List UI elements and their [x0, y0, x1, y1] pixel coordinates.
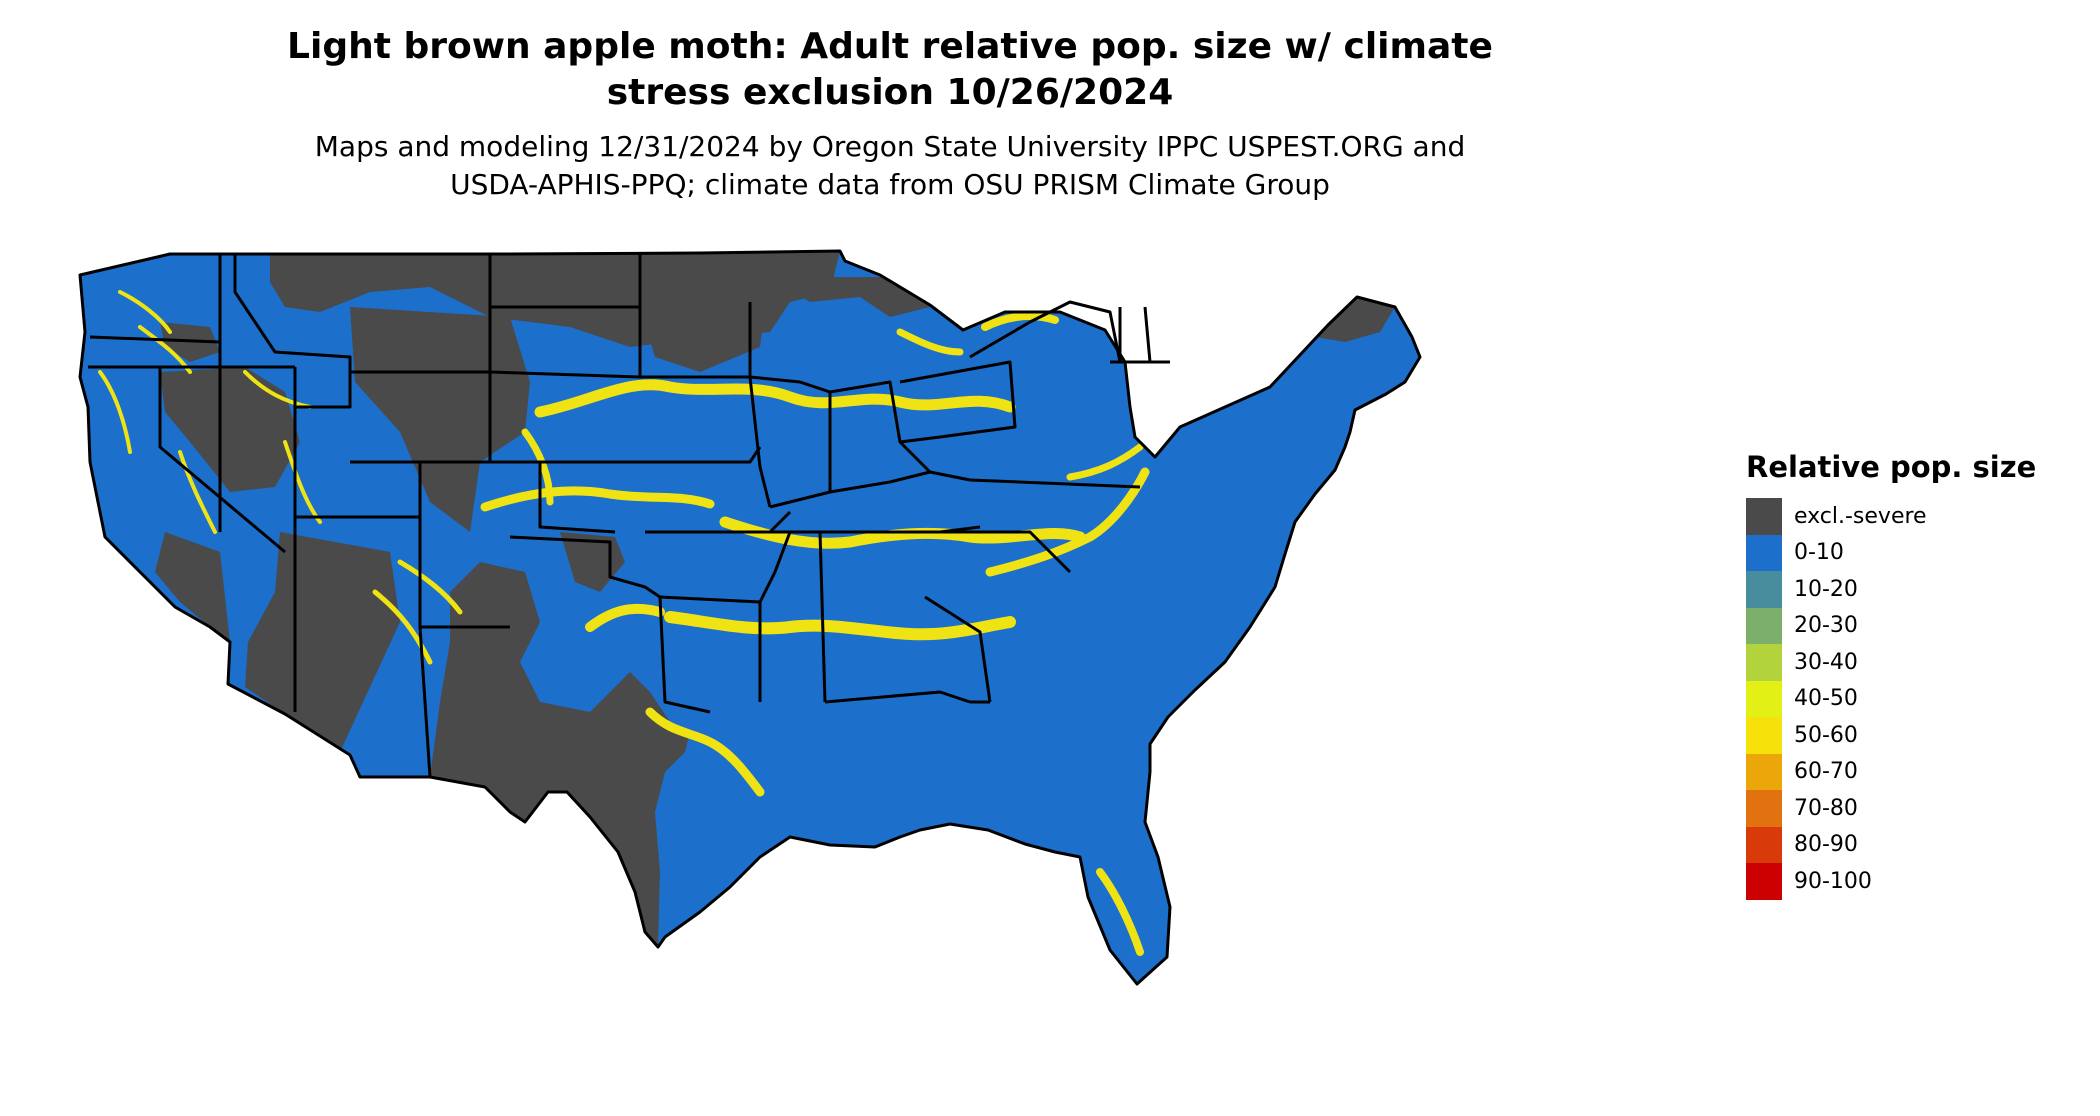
legend-item-excl-severe: excl.-severe	[1746, 498, 2036, 535]
border-oh	[829, 380, 932, 474]
legend-label: 20-30	[1794, 613, 1858, 639]
border-sd-ne	[489, 370, 641, 379]
border-wa-or	[89, 335, 221, 344]
band-arizona	[372, 559, 463, 665]
border-ga-sc	[924, 595, 992, 703]
legend-label: 50-60	[1794, 722, 1858, 748]
excluded-great-basin	[160, 367, 300, 492]
legend-item-30-40: 30-40	[1746, 644, 2036, 681]
legend-item-20-30: 20-30	[1746, 607, 2036, 644]
band-plains	[480, 486, 715, 512]
map-subtitle-line-1: Maps and modeling 12/31/2024 by Oregon S…	[314, 130, 1466, 163]
band-central	[534, 379, 1016, 418]
excluded-southwest	[245, 532, 400, 752]
border-ok-tx	[509, 535, 661, 599]
band-idaho	[243, 370, 312, 409]
border-il-in	[748, 376, 832, 508]
legend-swatch	[1746, 826, 1782, 863]
border-ca-nv	[158, 367, 286, 554]
legend-label: 80-90	[1794, 832, 1858, 858]
border-va-nc	[969, 478, 1141, 489]
border-ga-fl	[824, 690, 990, 704]
legend-swatch	[1746, 680, 1782, 717]
border-ny	[969, 300, 1122, 363]
band-gulf	[664, 611, 1016, 641]
excluded-dakotas	[630, 272, 770, 372]
legend-label: 10-20	[1794, 576, 1858, 602]
border-mn-ia	[638, 252, 750, 379]
legend-item-80-90: 80-90	[1746, 826, 2036, 863]
border-ms-al	[758, 531, 827, 703]
legend-item-70-80: 70-80	[1746, 790, 2036, 827]
band-wisconsin	[896, 328, 964, 356]
legend-swatch	[1746, 498, 1782, 535]
border-ks-ok	[538, 462, 616, 534]
map-title: Light brown apple moth: Adult relative p…	[170, 24, 1610, 116]
legend-item-90-100: 90-100	[1746, 863, 2036, 900]
legend-label: 90-100	[1794, 868, 1872, 894]
legend-item-60-70: 60-70	[1746, 753, 2036, 790]
legend-swatch	[1746, 753, 1782, 790]
legend-label: 0-10	[1794, 540, 1844, 566]
legend-title: Relative pop. size	[1746, 450, 2037, 484]
border-ut-wy	[295, 370, 490, 409]
excluded-wyoming-colorado	[350, 307, 530, 532]
state-borders	[78, 249, 1422, 986]
legend-swatch	[1746, 790, 1782, 827]
band-texas-coast	[645, 707, 765, 797]
legend-item-0-10: 0-10	[1746, 534, 2036, 571]
band-michigan	[981, 312, 1059, 331]
excluded-west-texas	[430, 562, 690, 947]
border-ky	[769, 470, 971, 509]
legend-swatch	[1746, 717, 1782, 754]
border-id-mt	[233, 254, 352, 372]
legend-label: 30-40	[1794, 649, 1858, 675]
border-pa	[899, 360, 1017, 444]
band-texas	[585, 603, 665, 632]
legend-swatch	[1746, 607, 1782, 644]
band-colorado-front	[521, 428, 554, 506]
legend-swatch	[1746, 571, 1782, 608]
legend-label: 60-70	[1794, 759, 1858, 785]
excluded-adirondacks	[1240, 317, 1285, 362]
legend-label: 70-80	[1794, 795, 1858, 821]
band-new-york	[1146, 320, 1304, 371]
border-la-tx	[658, 596, 711, 714]
excluded-upper-midwest	[770, 277, 930, 317]
map-subtitle-line-2: USDA-APHIS-PPQ; climate data from OSU PR…	[450, 168, 1330, 201]
border-nc-sc	[940, 530, 1072, 574]
legend-swatch	[1746, 644, 1782, 681]
legend-items: excl.-severe 0-10 10-20 20-30 30-40 40-5…	[1746, 498, 2036, 900]
us-map	[78, 249, 1422, 986]
legend-label: excl.-severe	[1794, 503, 1927, 529]
legend-item-40-50: 40-50	[1746, 680, 2036, 717]
legend-item-10-20: 10-20	[1746, 571, 2036, 608]
legend-label: 40-50	[1794, 686, 1858, 712]
map-title-line-2: stress exclusion 10/26/2024	[606, 72, 1174, 113]
legend-swatch	[1746, 534, 1782, 571]
legend: Relative pop. size excl.-severe 0-10 10-…	[1746, 450, 2036, 900]
border-ar-la	[659, 531, 792, 604]
border-az-nm	[293, 517, 432, 778]
excluded-california-desert	[155, 532, 230, 642]
band-appalachia	[985, 467, 1150, 577]
legend-item-50-60: 50-60	[1746, 717, 2036, 754]
band-virginia	[1066, 443, 1144, 481]
map-title-line-1: Light brown apple moth: Adult relative p…	[287, 26, 1493, 67]
border-wi-mi	[748, 302, 831, 394]
band-florida	[1096, 868, 1144, 956]
border-ia-mo	[615, 446, 762, 464]
border-new-england	[1110, 306, 1170, 364]
map-subtitle: Maps and modeling 12/31/2024 by Oregon S…	[170, 128, 1610, 204]
legend-swatch	[1746, 863, 1782, 900]
